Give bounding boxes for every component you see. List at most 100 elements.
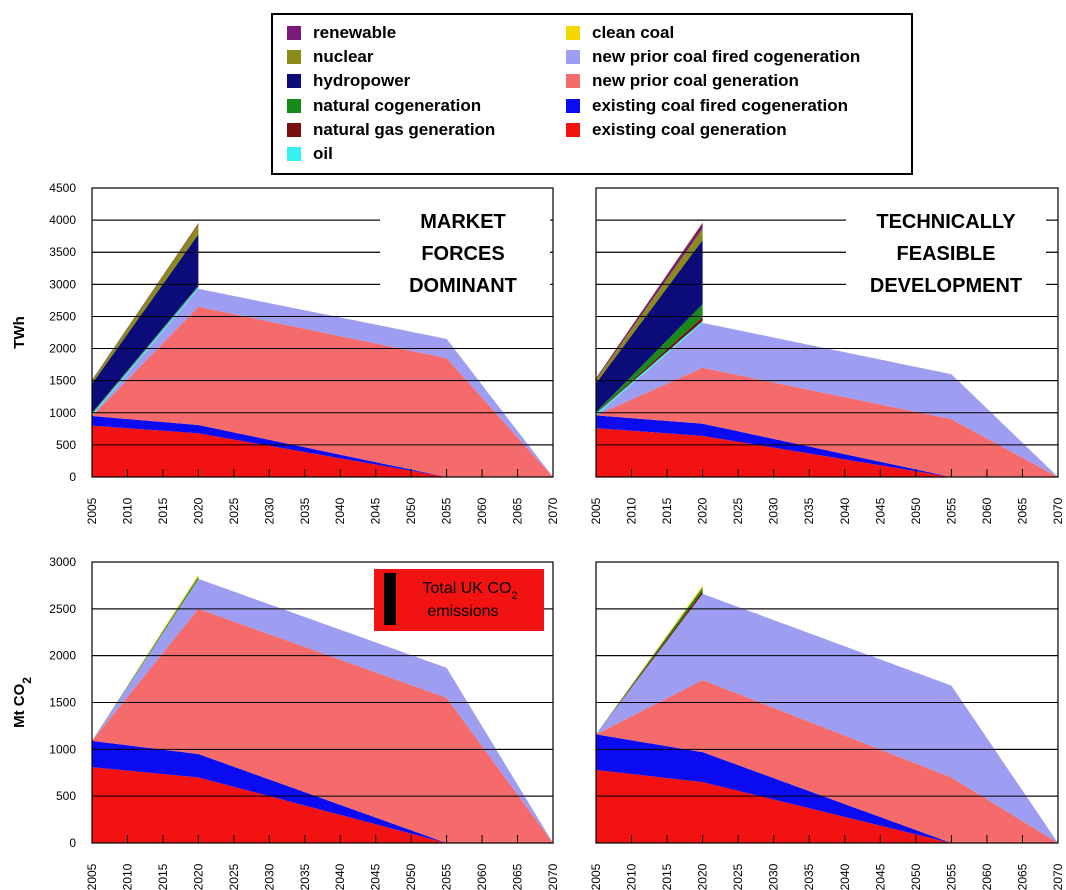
area-existing-coal-fired-cogeneration (92, 416, 447, 477)
area-existing-coal-fired-cogeneration (92, 740, 447, 843)
area-nuclear (92, 224, 199, 384)
plot-frame (595, 561, 1059, 844)
x-tick-label: 2050 (404, 497, 418, 524)
x-tick-label: 2065 (511, 497, 525, 524)
y-tick-label: 1000 (49, 742, 76, 756)
area-new-prior-coal-generation (92, 608, 553, 843)
co2-annotation-subscript: 2 (511, 590, 517, 602)
area-renewable (92, 223, 199, 381)
x-tick-label: 2045 (369, 863, 383, 890)
y-tick-label: 2000 (49, 342, 76, 356)
x-tick-label: 2020 (696, 863, 710, 890)
area-natural-gas-generation (92, 286, 199, 415)
legend-label: new prior coal fired cogeneration (592, 47, 861, 67)
legend-label: renewable (313, 23, 397, 43)
legend-item-new-prior-coal-generation: new prior coal generation (566, 69, 860, 93)
x-tick-label: 2025 (731, 497, 745, 524)
x-tick-label: 2015 (156, 497, 170, 524)
x-tick-label: 2005 (589, 497, 603, 524)
legend-label: nuclear (313, 47, 374, 67)
x-tick-label: 2050 (909, 497, 923, 524)
chart-panel-market-forces-twh: 2005 2010 2015 2020 2025 2030 2035 2040 2045 2050… (11, 181, 560, 524)
x-tick-label: 2055 (440, 863, 454, 890)
legend-left-column: renewable nuclear hydropower natural cogene… (287, 21, 495, 166)
x-tick-label: 2035 (298, 863, 312, 890)
chart-panel-technically-feasible-twh: 2005 2010 2015 2020 2025 2030 2035 2040 2045 2050… (589, 187, 1065, 524)
legend-label: clean coal (592, 23, 675, 43)
x-tick-label: 2010 (120, 863, 134, 890)
x-tick-label: 2005 (85, 497, 99, 524)
x-tick-label: 2035 (802, 863, 816, 890)
area-renewable (596, 222, 703, 380)
x-tick-label: 2065 (1015, 863, 1029, 890)
y-tick-label: 3000 (49, 555, 76, 569)
x-tick-label: 2020 (191, 497, 205, 524)
legend-item-hydropower: hydropower (287, 69, 495, 93)
plot-frame (595, 187, 1059, 478)
market-forces-annotation-line: DOMINANT (409, 275, 517, 297)
x-tick-label: 2010 (120, 497, 134, 524)
legend-swatch (287, 74, 301, 89)
legend-item-new-prior-coal-fired-cogeneration: new prior coal fired cogeneration (566, 45, 860, 69)
y-tick-label: 2000 (49, 649, 76, 663)
legend-right-column: clean coal new prior coal fired cogenerat… (566, 21, 860, 142)
area-existing-coal-fired-cogeneration (596, 415, 952, 477)
area-existing-coal-generation (596, 428, 952, 477)
x-tick-label: 2025 (227, 497, 241, 524)
legend-label: existing coal generation (592, 119, 787, 139)
area-hydropower (596, 240, 703, 413)
x-tick-label: 2050 (909, 863, 923, 890)
chart-panel-technically-feasible-co2: 2005 2010 2015 2020 2025 2030 2035 2040 2045 2050… (589, 561, 1065, 890)
x-tick-label: 2010 (625, 497, 639, 524)
x-tick-label: 2025 (731, 863, 745, 890)
legend-label: oil (313, 144, 333, 164)
area-natural-cogeneration (92, 285, 199, 414)
legend-swatch (287, 50, 301, 65)
x-tick-label: 2045 (873, 497, 887, 524)
x-tick-label: 2055 (944, 497, 958, 524)
y-tick-label: 1000 (49, 406, 76, 420)
x-tick-label: 2040 (838, 497, 852, 524)
legend-item-renewable: renewable (287, 21, 495, 45)
x-tick-label: 2020 (191, 863, 205, 890)
x-tick-label: 2045 (873, 863, 887, 890)
x-tick-label: 2005 (85, 863, 99, 890)
legend-label: hydropower (313, 71, 411, 91)
y-axis-label: Mt CO2 (11, 677, 34, 728)
y-tick-label: 500 (56, 438, 76, 452)
x-tick-label: 2015 (660, 497, 674, 524)
legend-item-natural-gas-generation: natural gas generation (287, 118, 495, 142)
x-tick-label: 2030 (767, 497, 781, 524)
x-tick-label: 2005 (589, 863, 603, 890)
x-tick-label: 2025 (227, 863, 241, 890)
x-tick-label: 2045 (369, 497, 383, 524)
x-tick-label: 2040 (333, 497, 347, 524)
y-tick-label: 3500 (49, 245, 76, 259)
x-tick-label: 2035 (298, 497, 312, 524)
legend-item-oil: oil (287, 142, 495, 166)
area-hydropower (92, 234, 199, 413)
legend-item-existing-coal-generation: existing coal generation (566, 118, 860, 142)
y-tick-label: 2500 (49, 309, 76, 323)
legend-item-existing-coal-fired-cogeneration: existing coal fired cogeneration (566, 94, 860, 118)
x-tick-label: 2010 (625, 863, 639, 890)
area-clean-coal (92, 222, 199, 380)
legend-swatch (566, 26, 580, 41)
x-tick-label: 2070 (1051, 863, 1065, 890)
legend-item-natural-cogeneration: natural cogeneration (287, 94, 495, 118)
y-axis-label-subscript: 2 (20, 677, 34, 684)
area-new-prior-coal-generation (92, 306, 553, 477)
y-tick-label: 2500 (49, 602, 76, 616)
y-tick-label: 4500 (49, 181, 76, 195)
x-tick-label: 2070 (546, 863, 560, 890)
x-tick-label: 2065 (1015, 497, 1029, 524)
legend-swatch (566, 74, 580, 89)
area-oil (92, 286, 199, 416)
x-tick-label: 2060 (980, 863, 994, 890)
legend-swatch (566, 122, 580, 137)
x-tick-label: 2065 (511, 863, 525, 890)
co2-annotation-line1: Total UK CO2 (422, 580, 517, 602)
technical-annotation-bg (846, 208, 1046, 294)
chart-legend: renewable nuclear hydropower natural cogene… (271, 13, 913, 175)
